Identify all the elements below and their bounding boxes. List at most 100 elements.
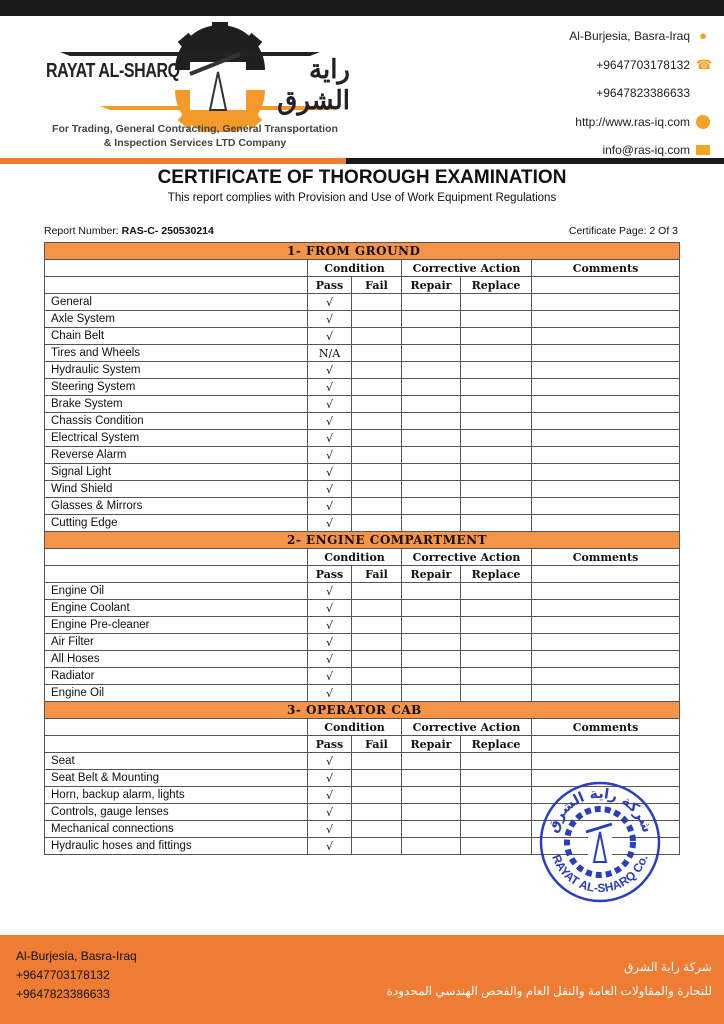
email-link[interactable]: info@ras-iq.com bbox=[602, 143, 690, 158]
blank-cell bbox=[44, 565, 308, 583]
section-header: 2- ENGINE COMPARTMENT bbox=[43, 531, 681, 549]
comments-header: Comments bbox=[530, 548, 681, 566]
item-label: Air Filter bbox=[44, 633, 308, 651]
item-label: Signal Light bbox=[44, 463, 308, 481]
company-tagline: For Trading, General Contracting, Genera… bbox=[40, 122, 350, 150]
pass-cell: √ bbox=[307, 412, 352, 430]
tagline-line-1: For Trading, General Contracting, Genera… bbox=[52, 123, 338, 135]
replace-cell bbox=[460, 514, 532, 532]
repair-cell bbox=[401, 616, 461, 634]
repair-cell bbox=[401, 463, 461, 481]
top-bar bbox=[0, 0, 724, 16]
pass-cell: √ bbox=[307, 327, 352, 345]
footer: Al-Burjesia, Basra-Iraq +9647703178132 +… bbox=[0, 935, 724, 1024]
condition-header: Condition bbox=[307, 548, 402, 566]
comments-cell bbox=[530, 650, 681, 668]
repair-cell bbox=[401, 684, 461, 702]
comments-cell bbox=[530, 599, 681, 617]
page-subtitle: This report complies with Provision and … bbox=[167, 192, 557, 204]
comments-cell bbox=[530, 327, 681, 345]
column-subheader-row: Pass Fail Repair Replace bbox=[44, 565, 681, 583]
item-label: Mechanical connections bbox=[44, 820, 308, 838]
table-row: Engine Coolant √ bbox=[44, 599, 681, 617]
replace-cell bbox=[460, 803, 532, 821]
column-subheader-row: Pass Fail Repair Replace bbox=[44, 276, 681, 294]
pass-cell: √ bbox=[307, 820, 352, 838]
tagline-line-2: & Inspection Services LTD Company bbox=[103, 137, 287, 149]
pass-cell: √ bbox=[307, 616, 352, 634]
repair-cell bbox=[401, 803, 461, 821]
column-header-row: Condition Corrective Action Comments bbox=[44, 718, 681, 736]
item-label: General bbox=[44, 293, 308, 311]
contact-phone-2: +9647823386633 bbox=[569, 79, 710, 108]
table-row: Cutting Edge √ bbox=[44, 514, 681, 532]
table-row: Electrical System √ bbox=[44, 429, 681, 447]
replace-cell bbox=[460, 361, 532, 379]
pass-cell: √ bbox=[307, 786, 352, 804]
fail-header: Fail bbox=[351, 735, 402, 753]
fail-cell bbox=[351, 752, 402, 770]
replace-cell bbox=[460, 837, 532, 855]
fail-cell bbox=[351, 633, 402, 651]
repair-header: Repair bbox=[401, 735, 461, 753]
comments-cell bbox=[530, 684, 681, 702]
footer-contacts: Al-Burjesia, Basra-Iraq +9647703178132 +… bbox=[16, 947, 137, 1004]
footer-phone-2: +9647823386633 bbox=[16, 987, 110, 1001]
replace-cell bbox=[460, 599, 532, 617]
table-row: Mechanical connections √ bbox=[44, 820, 681, 838]
repair-cell bbox=[401, 395, 461, 413]
replace-cell bbox=[460, 497, 532, 515]
pass-cell: √ bbox=[307, 480, 352, 498]
column-header-row: Condition Corrective Action Comments bbox=[44, 259, 681, 277]
fail-cell bbox=[351, 667, 402, 685]
repair-cell bbox=[401, 514, 461, 532]
table-row: Horn, backup alarm, lights √ bbox=[44, 786, 681, 804]
item-label: Electrical System bbox=[44, 429, 308, 447]
pass-header: Pass bbox=[307, 276, 352, 294]
header-divider-orange bbox=[0, 158, 346, 164]
blank-cell bbox=[44, 735, 308, 753]
item-label: Engine Pre-cleaner bbox=[44, 616, 308, 634]
contact-email[interactable]: info@ras-iq.com bbox=[569, 136, 710, 165]
repair-cell bbox=[401, 599, 461, 617]
repair-cell bbox=[401, 310, 461, 328]
repair-cell bbox=[401, 446, 461, 464]
replace-header: Replace bbox=[460, 565, 532, 583]
contact-phone-1: +9647703178132 ☎ bbox=[569, 51, 712, 80]
table-row: Radiator √ bbox=[44, 667, 681, 685]
replace-cell bbox=[460, 582, 532, 600]
fail-cell bbox=[351, 837, 402, 855]
item-label: Chain Belt bbox=[44, 327, 308, 345]
condition-header: Condition bbox=[307, 718, 402, 736]
pass-cell: √ bbox=[307, 633, 352, 651]
table-row: Chain Belt √ bbox=[44, 327, 681, 345]
website-link[interactable]: http://www.ras-iq.com bbox=[575, 114, 690, 129]
replace-cell bbox=[460, 480, 532, 498]
pass-cell: √ bbox=[307, 650, 352, 668]
comments-cell bbox=[530, 429, 681, 447]
fail-cell bbox=[351, 480, 402, 498]
corrective-action-header: Corrective Action bbox=[401, 259, 532, 277]
examination-table: 1- FROM GROUND Condition Corrective Action… bbox=[43, 242, 681, 855]
footer-arabic: شركة راية الشرق للتجارة والمقاولات العام… bbox=[387, 955, 712, 1003]
fail-cell bbox=[351, 820, 402, 838]
report-number-label: Report Number: bbox=[44, 225, 119, 237]
table-row: All Hoses √ bbox=[44, 650, 681, 668]
replace-cell bbox=[460, 344, 532, 362]
table-row: Engine Oil √ bbox=[44, 582, 681, 600]
item-label: Brake System bbox=[44, 395, 308, 413]
item-label: Seat bbox=[44, 752, 308, 770]
contact-website[interactable]: http://www.ras-iq.com bbox=[569, 108, 710, 137]
section-title: 2- ENGINE COMPARTMENT bbox=[43, 531, 681, 549]
item-label: Reverse Alarm bbox=[44, 446, 308, 464]
replace-cell bbox=[460, 752, 532, 770]
item-label: Axle System bbox=[44, 310, 308, 328]
page-title: CERTIFICATE OF THOROUGH EXAMINATION bbox=[157, 167, 567, 188]
repair-cell bbox=[401, 412, 461, 430]
item-label: Cutting Edge bbox=[44, 514, 308, 532]
table-row: Brake System √ bbox=[44, 395, 681, 413]
item-label: Tires and Wheels bbox=[44, 344, 308, 362]
fail-cell bbox=[351, 684, 402, 702]
replace-header: Replace bbox=[460, 276, 532, 294]
company-logo: RAYAT AL-SHARQ راية الشرق bbox=[40, 22, 350, 152]
